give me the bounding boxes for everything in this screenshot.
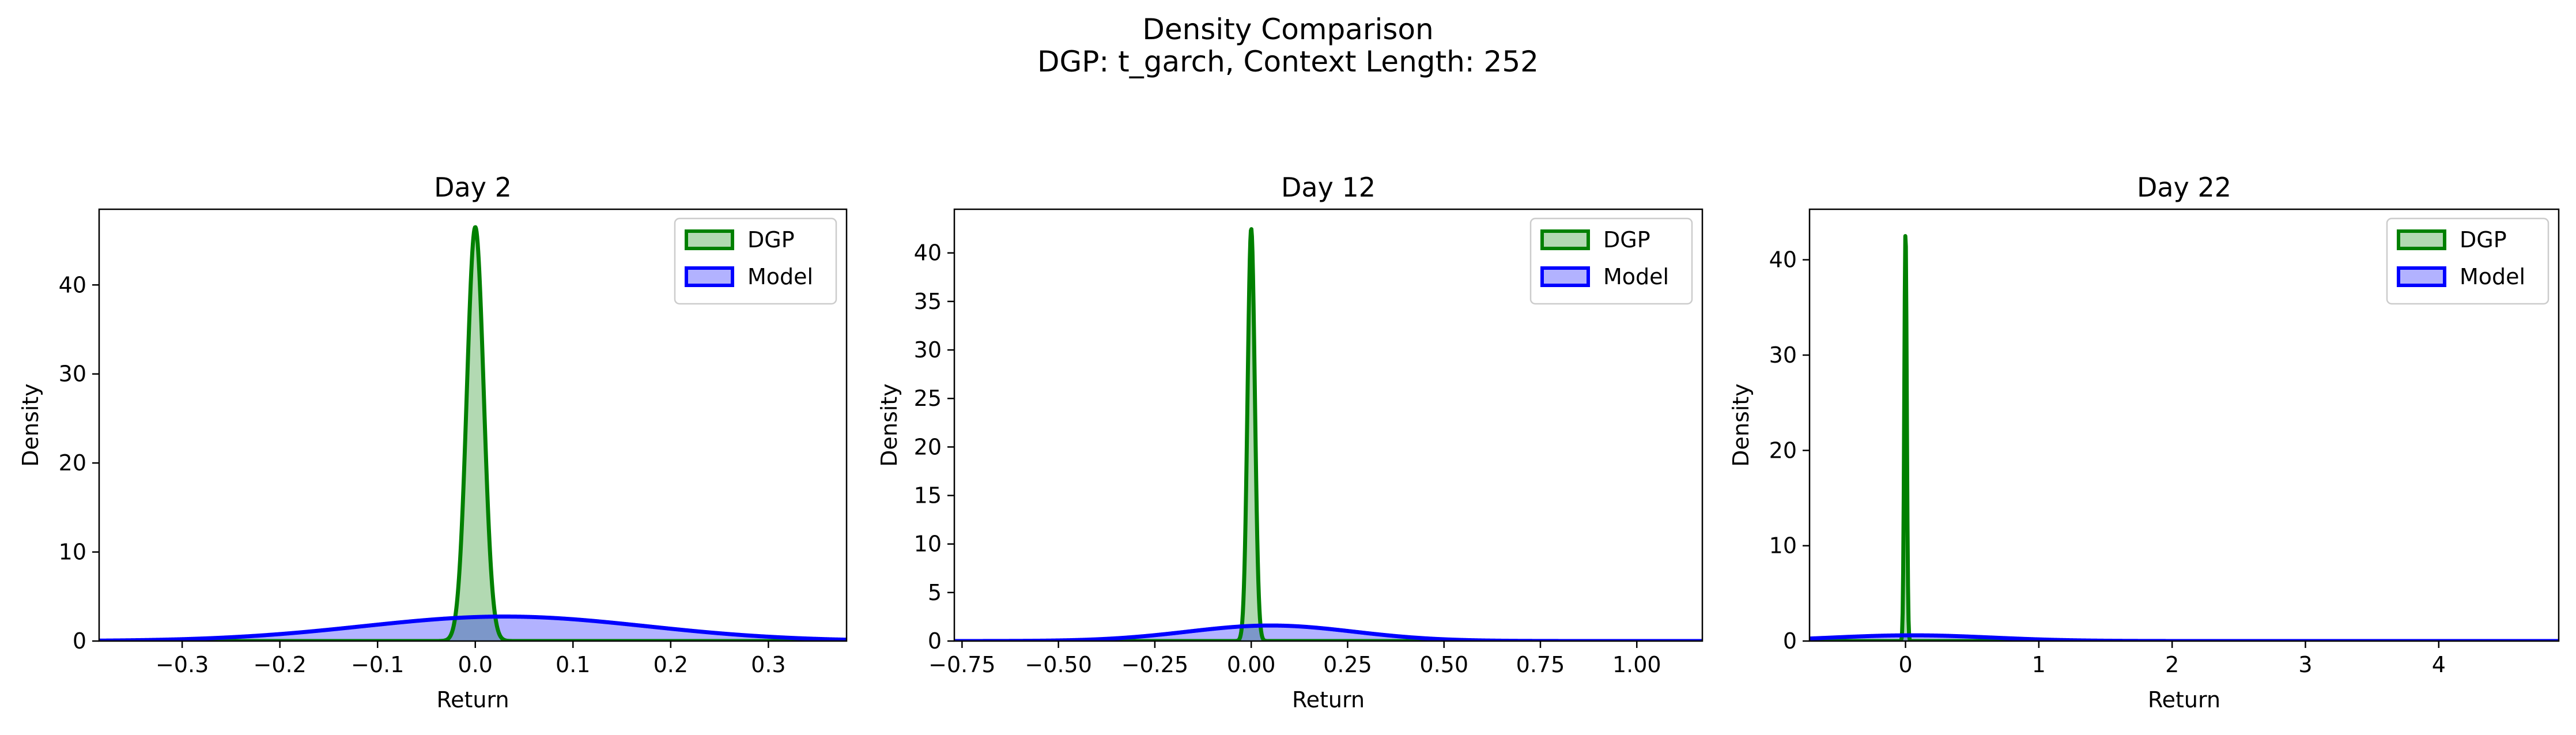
x-tick-label: 0.75: [1516, 652, 1565, 677]
y-tick-label: 25: [914, 386, 942, 411]
x-tick-label: 3: [2298, 652, 2312, 677]
subplot-1: −0.3 −0.2 −0.1 0.0 0.1 0.2 0.3 0 10 20 30 40 Day 2 Re…: [18, 172, 848, 713]
series-group: [99, 225, 847, 641]
x-tick-label: −0.50: [1025, 652, 1091, 677]
legend-label-model: Model: [2460, 264, 2525, 289]
x-tick-label: −0.1: [351, 652, 404, 677]
y-tick-label: 0: [73, 628, 86, 654]
y-tick-label: 0: [1783, 628, 1797, 654]
x-axis-label: Return: [2148, 687, 2220, 713]
y-tick-label: 20: [914, 434, 942, 459]
y-tick-label: 30: [59, 361, 86, 387]
subplot-2: −0.75 −0.50 −0.25 0.00 0.25 0.50 0.75 1.00 0 5 10 1…: [877, 172, 1704, 713]
legend-label-dgp: DGP: [747, 227, 795, 252]
line-model: [99, 615, 847, 641]
x-tick-label: 1.00: [1612, 652, 1661, 677]
x-tick-label: −0.25: [1121, 652, 1188, 677]
y-tick-label: 10: [914, 532, 942, 557]
y-tick-label: 35: [914, 289, 942, 314]
y-tick-label: 30: [1769, 342, 1797, 368]
y-tick-label: 20: [59, 450, 86, 476]
y-tick-label: 30: [914, 337, 942, 363]
legend-label-model: Model: [1603, 264, 1669, 289]
y-tick-label: 0: [928, 628, 942, 654]
x-tick-label: 0.2: [654, 652, 688, 677]
line-dgp: [99, 225, 847, 641]
subplot-title: Day 22: [2137, 172, 2231, 203]
legend-swatch-model: [685, 266, 734, 287]
legend-label-dgp: DGP: [1603, 227, 1650, 252]
y-tick-label: 20: [1769, 438, 1797, 463]
x-tick-label: −0.75: [928, 652, 995, 677]
legend: DGP Model: [674, 217, 837, 305]
axes-frame: [953, 208, 1704, 642]
x-tick-label: 0.50: [1419, 652, 1468, 677]
area-dgp: [99, 227, 847, 641]
legend-label-model: Model: [747, 264, 813, 289]
axes-frame: [1808, 208, 2560, 642]
x-tick-label: 0.3: [751, 652, 785, 677]
x-tick-label: 0.1: [556, 652, 590, 677]
y-tick-label: 40: [59, 272, 86, 297]
legend-swatch-dgp: [2397, 229, 2446, 250]
y-tick-label: 10: [59, 540, 86, 565]
x-tick-label: 0.0: [458, 652, 493, 677]
figure-subtitle: DGP: t_garch, Context Length: 252: [1037, 45, 1539, 78]
x-axis-label: Return: [1292, 687, 1365, 713]
y-tick-label: 40: [914, 240, 942, 266]
y-tick-label: 10: [1769, 533, 1797, 559]
legend-swatch-dgp: [685, 229, 734, 250]
x-tick-label: 0.00: [1227, 652, 1276, 677]
figure-title: Density Comparison: [1142, 13, 1434, 46]
legend-swatch-model: [1540, 266, 1590, 287]
legend-swatch-dgp: [1540, 229, 1590, 250]
legend-swatch-model: [2397, 266, 2446, 287]
y-axis-label: Density: [1728, 383, 1754, 466]
y-tick-label: 15: [914, 483, 942, 508]
x-tick-label: 2: [2165, 652, 2179, 677]
x-tick-label: 4: [2432, 652, 2446, 677]
x-tick-label: 1: [2032, 652, 2046, 677]
y-tick-label: 5: [928, 580, 942, 605]
legend-label-dgp: DGP: [2460, 227, 2507, 252]
y-axis-label: Density: [18, 383, 43, 466]
subplot-title: Day 12: [1281, 172, 1376, 203]
legend: DGP Model: [2386, 217, 2549, 305]
x-tick-label: 0: [1898, 652, 1912, 677]
axes-frame: [98, 208, 848, 642]
x-axis-label: Return: [436, 687, 509, 713]
y-axis-label: Density: [877, 383, 902, 466]
legend: DGP Model: [1529, 217, 1693, 305]
subplot-title: Day 2: [434, 172, 512, 203]
x-tick-label: −0.2: [254, 652, 307, 677]
y-tick-label: 40: [1769, 247, 1797, 273]
x-tick-label: 0.25: [1323, 652, 1372, 677]
x-tick-label: −0.3: [156, 652, 209, 677]
